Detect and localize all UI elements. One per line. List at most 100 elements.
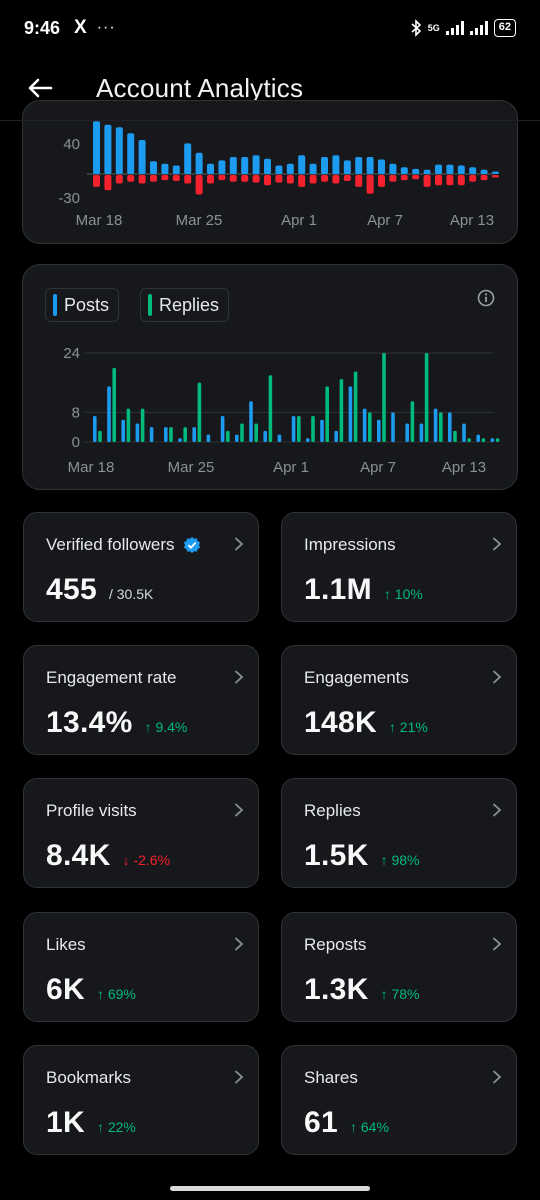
metric-value-row: 455 / 30.5K: [46, 573, 153, 607]
metric-label: Shares: [304, 1068, 358, 1088]
metric-label: Likes: [46, 935, 86, 955]
metric-card-reposts[interactable]: Reposts 1.3K ↑ 78%: [281, 912, 517, 1022]
posts-bar: [320, 419, 324, 442]
chart-bar-negative: [207, 175, 214, 184]
bluetooth-icon: [411, 19, 421, 37]
metric-delta: ↑ 98%: [380, 852, 420, 868]
chart-bar-positive: [400, 167, 408, 174]
chart-bar-positive: [207, 163, 214, 174]
replies-bar: [325, 386, 329, 442]
status-bar: 9:46 X ··· 5G 62: [0, 0, 540, 56]
replies-swatch: [148, 294, 152, 316]
metric-card-impressions[interactable]: Impressions 1.1M ↑ 10%: [281, 512, 517, 622]
chart-bar-positive: [115, 127, 123, 174]
posts-bar: [377, 419, 381, 442]
metric-delta: ↑ 64%: [349, 1119, 389, 1135]
verified-badge-icon: [183, 536, 200, 554]
replies-bar: [183, 427, 187, 442]
metric-delta: ↑ 9.4%: [144, 719, 188, 735]
metric-label-text: Impressions: [304, 535, 396, 554]
replies-bar: [410, 401, 415, 442]
posts-bar: [391, 412, 395, 442]
metric-label-text: Reposts: [304, 935, 367, 954]
chart-bar-positive: [480, 169, 488, 174]
chart-bar-positive: [389, 163, 397, 174]
chart-bar-negative: [435, 175, 442, 186]
metric-value: 6K: [46, 973, 85, 1006]
metric-delta: ↓ -2.6%: [122, 852, 171, 868]
signal-icon-2: [469, 21, 488, 35]
chart-bar-negative: [286, 175, 294, 184]
info-icon[interactable]: [476, 288, 496, 308]
x-tick-label: Mar 18: [68, 459, 115, 476]
chart-bar-positive: [138, 140, 146, 174]
chart-bar-positive: [218, 160, 226, 174]
metric-card-engagement-rate[interactable]: Engagement rate 13.4% ↑ 9.4%: [23, 645, 259, 755]
chart-bar-negative: [469, 175, 477, 182]
chart-bar-negative: [172, 175, 180, 181]
back-button[interactable]: [20, 68, 60, 108]
replies-bar: [268, 375, 273, 442]
chart-bar-negative: [275, 175, 283, 183]
chart-bar-positive: [172, 165, 180, 174]
replies-bar: [424, 353, 429, 442]
chart-bar-positive: [184, 143, 192, 174]
chart-bar-negative: [104, 175, 112, 191]
chart-bar-negative: [241, 175, 249, 182]
replies-bar: [311, 416, 315, 442]
metric-delta: ↑ 21%: [388, 719, 428, 735]
metric-value-row: 1.5K ↑ 98%: [304, 839, 420, 873]
chevron-right-icon: [235, 670, 244, 684]
replies-bar: [353, 371, 358, 442]
replies-bar: [226, 430, 230, 442]
chart-bar-negative: [366, 175, 374, 194]
chart-bar-negative: [480, 175, 488, 181]
legend-posts-label: Posts: [64, 294, 110, 315]
chart-bar-negative: [355, 175, 363, 187]
replies-bar: [112, 367, 116, 442]
chevron-right-icon: [493, 537, 502, 551]
chart-bar-negative: [195, 175, 203, 195]
page-title: Account Analytics: [96, 72, 304, 103]
legend-replies-label: Replies: [159, 294, 220, 315]
chart-bar-negative: [412, 175, 420, 180]
metric-label-text: Likes: [46, 935, 86, 954]
metric-card-profile-visits[interactable]: Profile visits 8.4K ↓ -2.6%: [23, 778, 259, 888]
metric-card-replies[interactable]: Replies 1.5K ↑ 98%: [281, 778, 517, 888]
metric-card-engagements[interactable]: Engagements 148K ↑ 21%: [281, 645, 517, 755]
legend-replies[interactable]: Replies: [140, 288, 230, 322]
chart-bar-positive: [161, 163, 169, 174]
status-time: 9:46: [24, 17, 61, 38]
replies-bar: [197, 382, 202, 442]
metric-card-verified-followers[interactable]: Verified followers 455 / 30.5K: [23, 512, 259, 622]
chart-bar-negative: [492, 175, 499, 178]
chart-bar-positive: [423, 169, 431, 174]
metric-value-row: 61 ↑ 64%: [304, 1106, 389, 1140]
metric-card-bookmarks[interactable]: Bookmarks 1K ↑ 22%: [23, 1045, 259, 1155]
chart-bar-positive: [93, 121, 100, 174]
posts-bar: [419, 423, 424, 442]
x-app-icon: X: [74, 17, 87, 38]
legend-posts[interactable]: Posts: [45, 288, 120, 322]
chart-bar-positive: [252, 155, 260, 174]
posts-bar: [107, 386, 111, 442]
app-header: Account Analytics: [0, 56, 540, 120]
posts-bar: [348, 386, 353, 442]
x-tick-label: Mar 25: [168, 459, 215, 476]
chart-bar-negative: [264, 175, 271, 186]
replies-bar: [368, 412, 372, 442]
chart-bar-positive: [378, 159, 385, 174]
metric-value: 1.5K: [304, 839, 369, 872]
chart-bar-negative: [343, 175, 351, 181]
chart-bar-positive: [195, 152, 203, 174]
posts-bar: [235, 434, 239, 442]
replies-bar: [453, 430, 457, 442]
chart-bar-positive: [229, 157, 237, 174]
metric-card-likes[interactable]: Likes 6K ↑ 69%: [23, 912, 259, 1022]
metric-card-shares[interactable]: Shares 61 ↑ 64%: [281, 1045, 517, 1155]
metric-label-text: Profile visits: [46, 801, 137, 820]
replies-bar: [382, 353, 386, 442]
posts-bar: [192, 427, 196, 442]
chart-bar-negative: [457, 175, 465, 186]
chart-bar-positive: [355, 157, 363, 174]
